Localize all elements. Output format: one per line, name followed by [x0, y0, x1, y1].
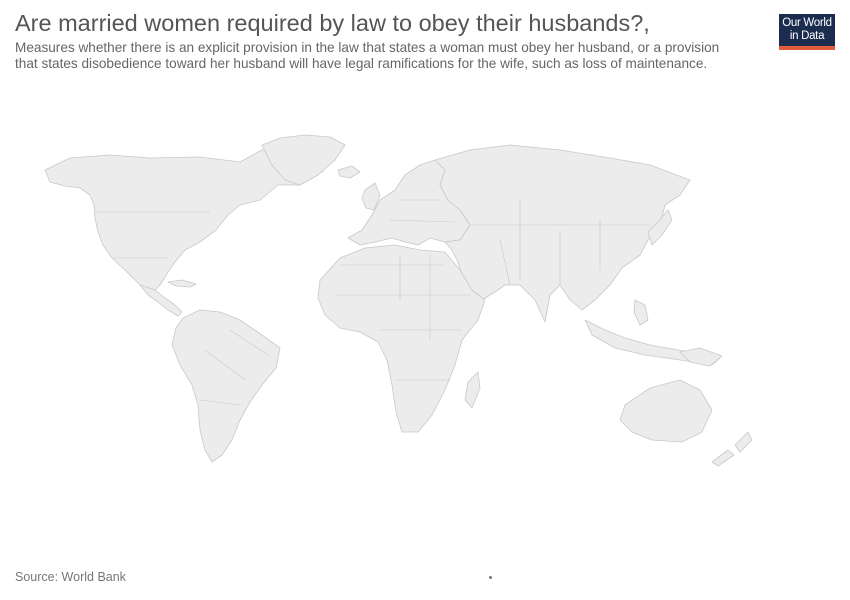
australia[interactable] [619, 379, 713, 443]
greenland[interactable] [261, 134, 346, 186]
logo-line-1: Our World [782, 17, 832, 29]
subtitle-line-1: Measures whether there is an explicit pr… [15, 40, 720, 55]
north-america[interactable] [44, 137, 341, 296]
new-zealand[interactable] [734, 431, 753, 453]
new-zealand-south[interactable] [711, 449, 735, 467]
chart-subtitle: Measures whether there is an explicit pr… [15, 40, 765, 71]
japan[interactable] [647, 209, 673, 246]
world-map [44, 134, 753, 467]
british-isles[interactable] [361, 182, 381, 211]
central-america[interactable] [139, 284, 183, 317]
logo-accent-bar [779, 46, 835, 50]
continents [44, 134, 753, 467]
iceland[interactable] [337, 165, 361, 179]
papua-new-guinea[interactable] [679, 347, 723, 367]
subtitle-line-2: that states disobedience toward her husb… [15, 55, 708, 71]
south-america[interactable] [171, 309, 281, 463]
asia[interactable] [434, 144, 691, 323]
logo-line-2: in Data [789, 30, 825, 42]
philippines[interactable] [633, 299, 649, 326]
chart-title: Are married women required by law to obe… [15, 10, 650, 36]
source-note: Source: World Bank [15, 570, 126, 584]
owid-logo[interactable]: Our World in Data [779, 14, 835, 50]
africa[interactable] [317, 244, 486, 433]
timeline-marker[interactable] [489, 576, 492, 579]
caribbean[interactable] [167, 279, 197, 288]
country-borders [95, 199, 650, 406]
madagascar[interactable] [464, 371, 481, 409]
